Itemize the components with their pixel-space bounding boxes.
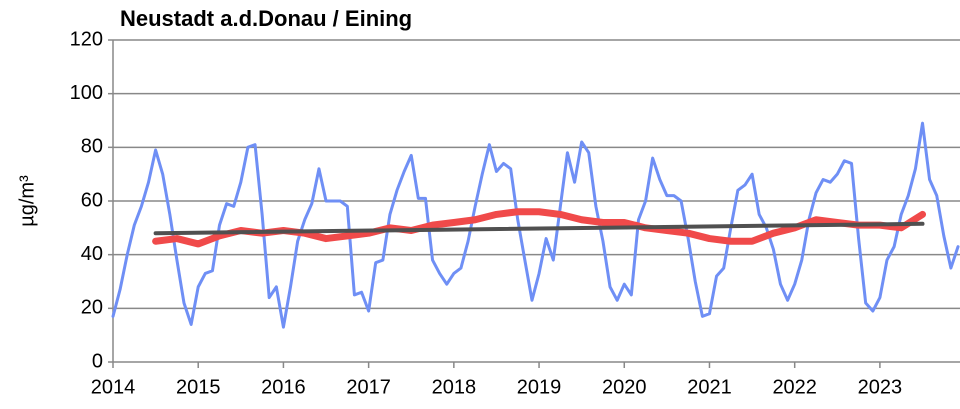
x-tick-label: 2018 xyxy=(432,376,477,398)
x-tick-label: 2016 xyxy=(261,376,306,398)
x-tick-label: 2021 xyxy=(687,376,732,398)
x-tick-label: 2014 xyxy=(91,376,136,398)
y-tick-label: 60 xyxy=(81,189,103,211)
series-line xyxy=(153,221,925,236)
y-axis-label: µg/m³ xyxy=(16,175,38,227)
y-tick-label: 100 xyxy=(70,82,103,104)
x-tick-label: 2022 xyxy=(772,376,817,398)
x-tick-label: 2017 xyxy=(346,376,391,398)
y-tick-label: 120 xyxy=(70,28,103,50)
y-tick-label: 0 xyxy=(92,350,103,372)
y-tick-label: 20 xyxy=(81,297,103,319)
chart-title: Neustadt a.d.Donau / Eining xyxy=(120,6,412,31)
series-line xyxy=(111,121,960,329)
x-tick-label: 2023 xyxy=(858,376,903,398)
y-tick-label: 40 xyxy=(81,243,103,265)
y-tick-label: 80 xyxy=(81,136,103,158)
x-tick-label: 2019 xyxy=(517,376,562,398)
x-tick-label: 2020 xyxy=(602,376,647,398)
x-tick-label: 2015 xyxy=(176,376,221,398)
